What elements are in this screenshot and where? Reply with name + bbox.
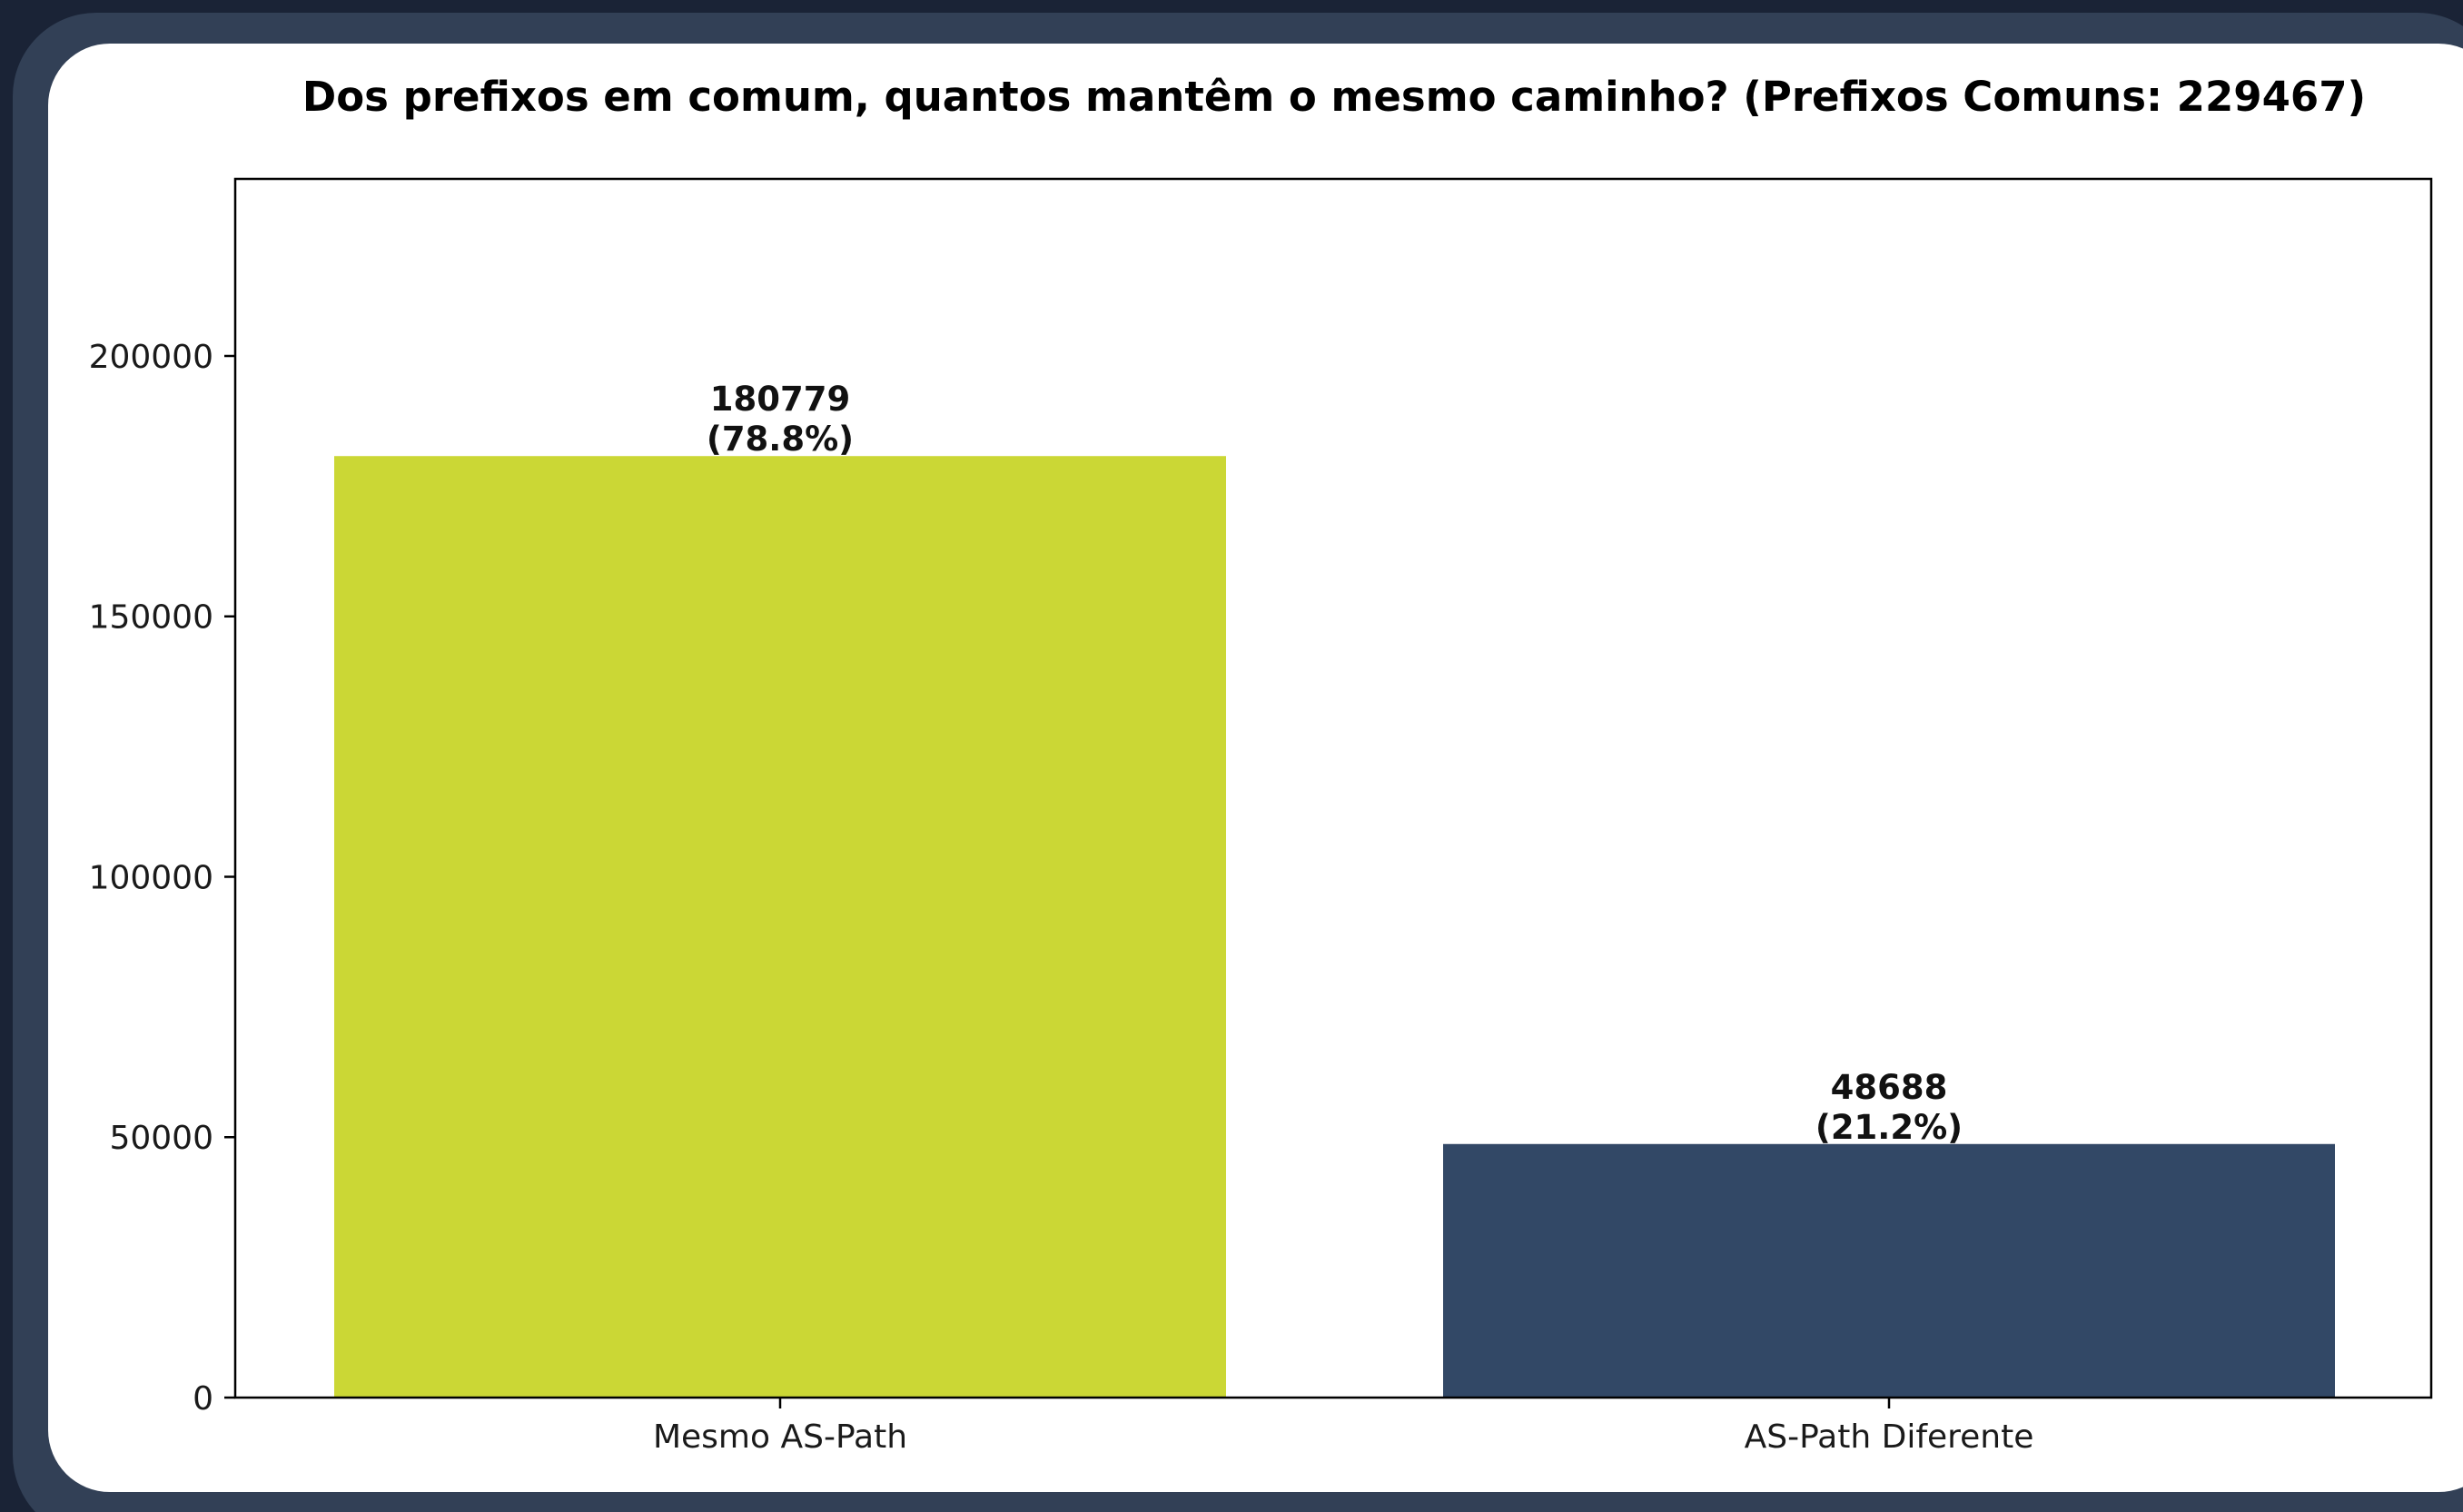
bar-percent-label: (21.2%)	[1815, 1108, 1963, 1147]
bar	[1443, 1143, 2335, 1398]
y-tick-label: 200000	[89, 339, 213, 376]
data-labels: 180779(78.8%) 48688(21.2%)	[707, 380, 1963, 1147]
y-tick-label: 100000	[89, 859, 213, 896]
x-axis-ticks: Mesmo AS-Path AS-Path Diferente	[653, 1398, 2033, 1456]
y-tick-label: 150000	[89, 599, 213, 637]
x-tick-label: AS-Path Diferente	[1745, 1418, 2034, 1456]
y-tick-label: 50000	[109, 1120, 213, 1157]
bar-percent-label: (78.8%)	[707, 420, 854, 459]
plot-frame	[233, 177, 2433, 1399]
bar-value-label: 180779	[710, 380, 850, 419]
bar-value-label: 48688	[1831, 1068, 1948, 1107]
y-tick-label: 0	[193, 1380, 213, 1418]
x-tick-label: Mesmo AS-Path	[653, 1418, 907, 1456]
y-axis-ticks: 0 50000 100000 150000 200000	[89, 339, 235, 1418]
bars	[334, 456, 2335, 1398]
bar	[334, 456, 1226, 1398]
chart-title: Dos prefixos em comum, quantos mantêm o …	[302, 73, 2366, 121]
